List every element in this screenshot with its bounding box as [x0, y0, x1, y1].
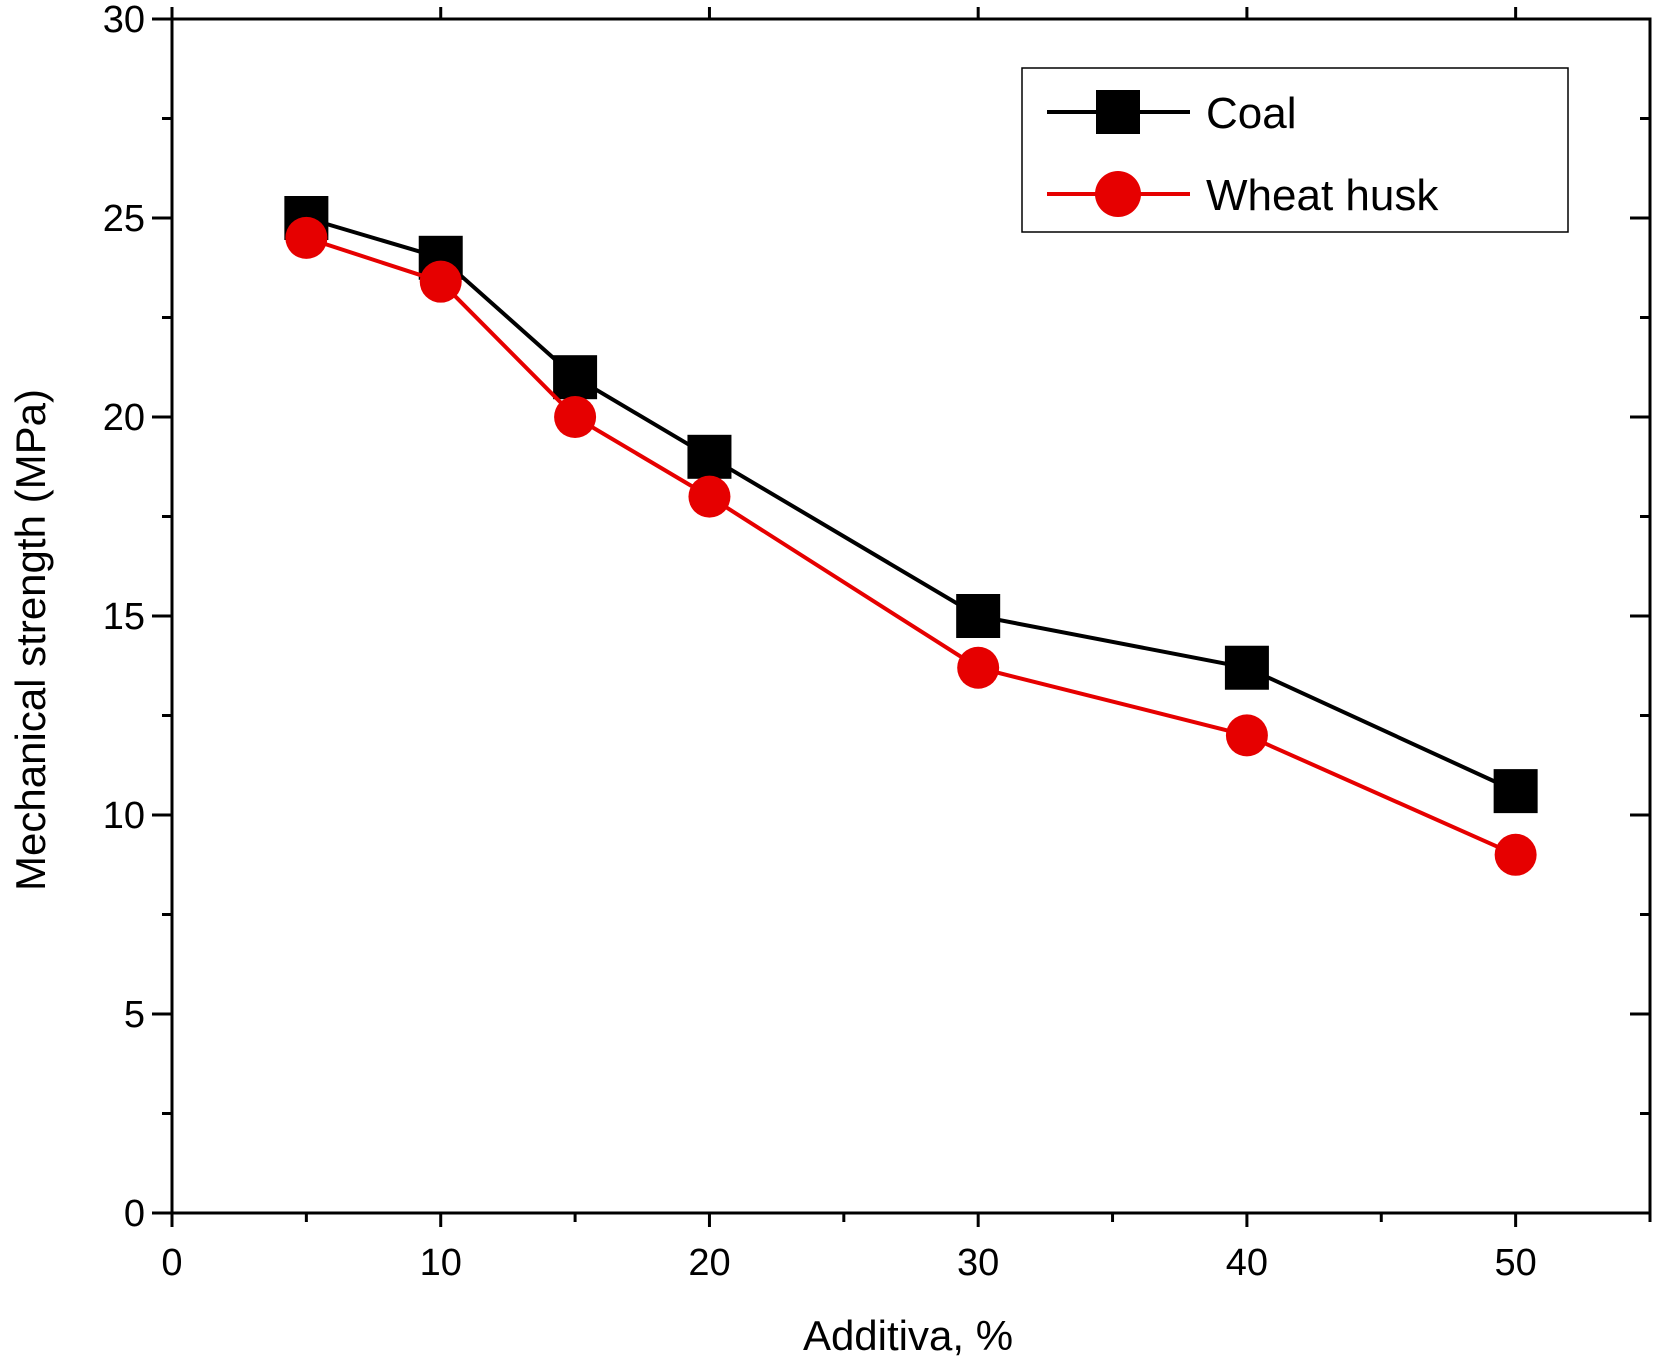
series-coal — [284, 196, 1538, 814]
legend-entries: Coal Wheat husk — [1047, 89, 1439, 220]
y-axis-title: Mechanical strength (MPa) — [7, 389, 54, 891]
y-tick-label: 15 — [103, 596, 145, 638]
legend-marker-circle — [1095, 171, 1141, 217]
data-point-square — [1224, 645, 1269, 690]
data-point-square — [687, 434, 732, 479]
data-point-circle — [419, 260, 462, 303]
data-point-circle — [285, 216, 328, 259]
data-point-square — [1493, 769, 1538, 814]
series-wheat-husk — [285, 216, 1537, 876]
data-point-circle — [1225, 714, 1268, 757]
y-tick-label: 5 — [124, 994, 145, 1036]
y-tick-label: 0 — [124, 1193, 145, 1235]
legend-entry: Wheat husk — [1047, 171, 1439, 220]
y-axis-ticks: 0 5 10 15 20 25 30 — [103, 0, 1650, 1235]
data-point-circle — [554, 396, 597, 438]
legend: Coal Wheat husk — [1021, 67, 1569, 233]
series-layer — [284, 196, 1538, 876]
x-axis-ticks: 0 10 20 30 40 50 — [161, 7, 1537, 1284]
legend-marker-square — [1096, 90, 1140, 134]
data-point-circle — [688, 475, 731, 518]
minor-ticks — [162, 117, 1652, 1222]
legend-label: Wheat husk — [1206, 171, 1439, 220]
x-tick-label: 40 — [1226, 1242, 1268, 1284]
legend-label: Coal — [1206, 89, 1297, 138]
series-line — [305, 235, 1517, 857]
legend-entry: Coal — [1047, 89, 1297, 138]
data-point-square — [956, 594, 1001, 638]
x-tick-label: 30 — [957, 1242, 999, 1284]
x-tick-label: 50 — [1494, 1242, 1536, 1284]
x-tick-label: 20 — [688, 1242, 730, 1284]
data-point-square — [553, 355, 598, 400]
y-tick-label: 30 — [103, 0, 145, 41]
data-point-circle — [1494, 833, 1537, 876]
x-tick-label: 0 — [161, 1242, 182, 1284]
y-tick-label: 10 — [103, 795, 145, 837]
series-line — [305, 216, 1517, 793]
x-tick-label: 10 — [420, 1242, 462, 1284]
data-point-circle — [957, 646, 1000, 689]
y-tick-label: 25 — [103, 198, 145, 240]
x-axis-title: Additiva, % — [803, 1312, 1013, 1359]
y-tick-label: 20 — [103, 397, 145, 439]
